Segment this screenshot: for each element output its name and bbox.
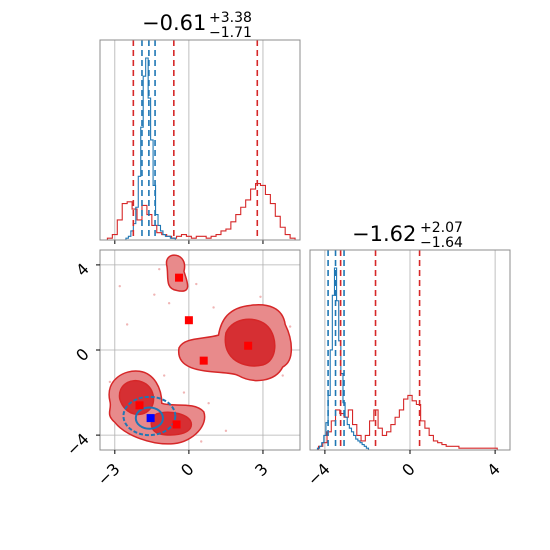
sample-point [224, 429, 228, 433]
contour-lower-inner [118, 379, 155, 416]
title-sub: −1.71 [209, 25, 252, 41]
y-tick-label: 4 [72, 259, 93, 280]
x-tick-label: 4 [483, 459, 504, 480]
title-main: −1.62 [352, 222, 416, 246]
sample-point [195, 282, 198, 286]
x-tick-label: −3 [94, 459, 124, 489]
red-marker [175, 273, 184, 282]
series-red-histogram [102, 183, 300, 241]
red-marker [244, 341, 253, 350]
panel-frame [99, 39, 301, 241]
sample-point [162, 374, 166, 377]
sample-point [212, 306, 215, 309]
sample-point [200, 440, 203, 443]
red-marker [199, 356, 208, 365]
title-sup: +3.38 [209, 10, 252, 26]
x-tick-label: 0 [177, 459, 198, 480]
title-marginal-y: −1.62 +2.07 −1.64 [352, 220, 463, 251]
blue-contour-inner [134, 406, 164, 430]
series-blue-histogram [315, 267, 371, 451]
sample-point [158, 267, 161, 271]
title-sup: +2.07 [420, 220, 463, 236]
title-sub: −1.64 [420, 235, 463, 251]
y-tick-label: 0 [72, 344, 93, 365]
sample-point [281, 374, 284, 377]
contour-lower-tail [150, 411, 193, 436]
marginal-y-panel: −4 0 4 [304, 249, 511, 490]
sample-point [125, 323, 129, 326]
joint-panel: −3 0 3 4 0 −4 [63, 249, 301, 490]
sample-point [108, 380, 112, 384]
title-marginal-x: −0.61 +3.38 −1.71 [142, 10, 252, 41]
y-tick-label: −4 [63, 429, 93, 459]
x-tick-label: −4 [304, 459, 334, 489]
sample-point [207, 401, 210, 405]
contour-upper [165, 254, 189, 292]
series-red-histogram [314, 394, 502, 451]
red-marker [135, 401, 144, 410]
series-blue-histogram [123, 57, 178, 241]
sample-point [167, 301, 171, 305]
sample-point [288, 325, 292, 328]
sample-point [182, 391, 186, 394]
x-tick-label: 3 [251, 459, 272, 480]
blue-marker [146, 414, 155, 423]
blue-contour-outer [122, 395, 177, 437]
sample-point [153, 293, 156, 296]
sample-point [118, 284, 121, 288]
title-main: −0.61 [142, 11, 206, 35]
red-marker [172, 420, 181, 429]
sample-point [259, 295, 262, 299]
x-tick-label: 0 [398, 459, 419, 480]
red-marker [184, 316, 193, 325]
marginal-x-panel [99, 39, 301, 244]
